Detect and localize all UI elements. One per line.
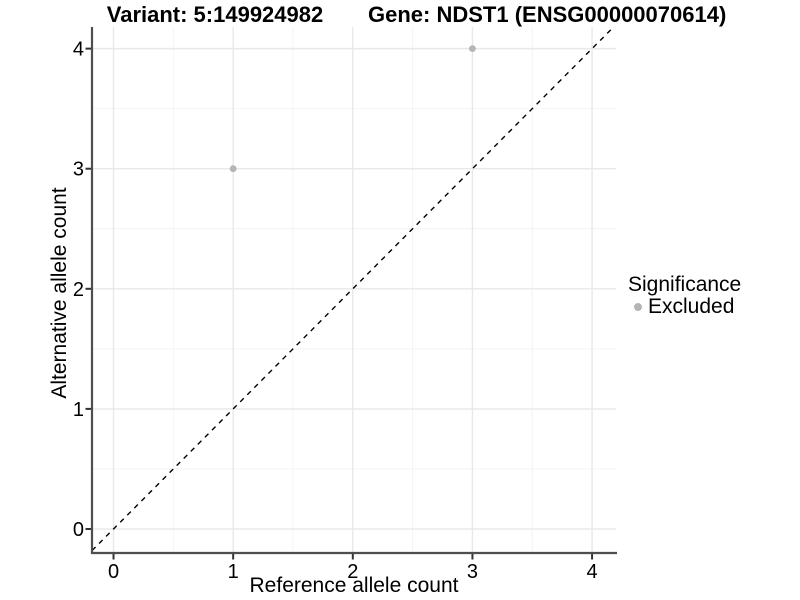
legend-point-swatch	[634, 303, 642, 311]
legend-item: Excluded	[634, 295, 741, 318]
y-tick-label: 4	[73, 39, 84, 61]
y-tick-label: 1	[73, 399, 84, 421]
x-tick-label: 2	[347, 561, 358, 583]
x-axis-title: Reference allele count	[249, 574, 459, 597]
y-tick-label: 2	[73, 279, 84, 301]
legend-title: Significance	[628, 273, 742, 296]
data-point	[469, 45, 476, 53]
legend-items: Excluded	[628, 295, 741, 318]
x-tick-label: 3	[467, 561, 478, 583]
y-axis-title: Alternative allele count	[48, 187, 71, 399]
y-tick-label: 0	[73, 519, 84, 541]
plot-title-gene: Gene: NDST1 (ENSG00000070614)	[368, 2, 727, 27]
y-tick-label: 3	[73, 159, 84, 181]
x-tick-label: 1	[228, 561, 239, 583]
data-point	[229, 165, 237, 173]
legend-item-label: Excluded	[648, 295, 735, 318]
x-tick-label: 0	[108, 561, 119, 583]
legend: Significance Excluded	[628, 273, 741, 318]
identity-line	[91, 26, 615, 552]
plot-title-variant: Variant: 5:149924982	[106, 2, 324, 27]
x-tick-label: 4	[587, 561, 598, 583]
